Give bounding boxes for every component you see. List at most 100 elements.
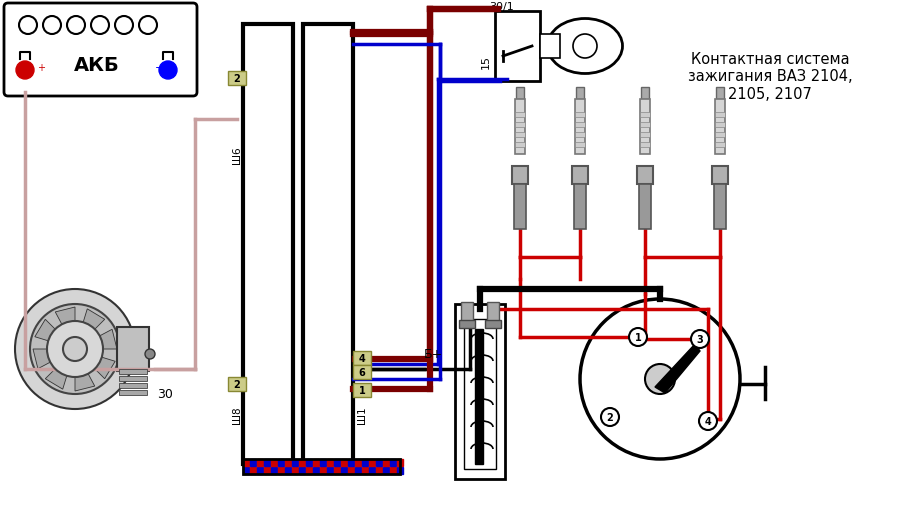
Bar [313, 467, 319, 474]
Polygon shape [35, 320, 65, 345]
Bar [639, 185, 651, 230]
Bar [512, 166, 528, 185]
Bar [327, 467, 333, 474]
Bar [475, 329, 483, 464]
Circle shape [91, 17, 109, 35]
Bar [515, 100, 525, 155]
Polygon shape [45, 359, 71, 389]
Bar [383, 467, 389, 474]
Bar [327, 459, 333, 466]
Bar [117, 327, 149, 371]
Bar [514, 185, 526, 230]
Bar [119, 390, 147, 395]
Polygon shape [55, 307, 75, 337]
Bar [390, 459, 396, 466]
Bar [362, 467, 368, 474]
FancyBboxPatch shape [4, 4, 197, 97]
Bar [461, 302, 473, 322]
Bar [243, 467, 249, 474]
Circle shape [67, 17, 85, 35]
Bar [640, 113, 650, 118]
Text: Ш8: Ш8 [232, 405, 242, 423]
Bar [306, 467, 312, 474]
Circle shape [699, 412, 717, 430]
Bar [285, 467, 291, 474]
Bar [640, 123, 650, 128]
Bar [637, 166, 653, 185]
Bar [575, 113, 585, 118]
Bar [271, 467, 277, 474]
Bar [575, 143, 585, 148]
Bar [640, 143, 650, 148]
Text: 30: 30 [158, 388, 173, 401]
Bar [353, 365, 371, 379]
Bar [495, 12, 540, 82]
Polygon shape [79, 309, 104, 340]
Bar [355, 459, 361, 466]
Bar [485, 320, 501, 328]
Circle shape [115, 17, 133, 35]
Text: АКБ: АКБ [74, 55, 120, 74]
Bar [515, 143, 525, 148]
Bar [716, 88, 724, 100]
Bar [516, 88, 524, 100]
Bar [540, 35, 560, 59]
Bar [640, 133, 650, 138]
Bar [278, 467, 284, 474]
Polygon shape [33, 349, 63, 369]
Polygon shape [75, 362, 94, 391]
Polygon shape [85, 353, 115, 379]
Bar [292, 459, 298, 466]
Polygon shape [655, 344, 700, 393]
Bar [383, 459, 389, 466]
Bar [369, 459, 375, 466]
Circle shape [43, 17, 61, 35]
Text: Ш6: Ш6 [232, 146, 242, 163]
Text: Б+: Б+ [423, 348, 443, 361]
Bar [243, 25, 293, 464]
Bar [271, 459, 277, 466]
Text: 30/1: 30/1 [490, 2, 515, 12]
Bar [341, 459, 347, 466]
Bar [369, 467, 375, 474]
Bar [303, 25, 353, 464]
Bar [515, 123, 525, 128]
Bar [278, 459, 284, 466]
Text: 2: 2 [234, 379, 240, 389]
Circle shape [601, 408, 619, 426]
Bar [641, 88, 649, 100]
Bar [119, 369, 147, 374]
Bar [257, 467, 263, 474]
Bar [574, 185, 586, 230]
Bar [299, 459, 305, 466]
Bar [228, 377, 246, 391]
Bar [320, 459, 326, 466]
Bar [250, 459, 256, 466]
Bar [243, 459, 249, 466]
Text: +: + [37, 63, 45, 73]
Bar [397, 467, 403, 474]
Bar [487, 302, 499, 322]
Bar [715, 133, 725, 138]
Bar [572, 166, 588, 185]
Bar [306, 459, 312, 466]
Circle shape [580, 299, 740, 459]
Bar [257, 459, 263, 466]
Bar [515, 113, 525, 118]
Circle shape [139, 17, 157, 35]
Text: 4: 4 [358, 353, 365, 363]
Bar [119, 376, 147, 381]
Polygon shape [87, 330, 117, 349]
Text: 1: 1 [634, 332, 642, 343]
Bar [353, 351, 371, 365]
Bar [575, 133, 585, 138]
Circle shape [691, 330, 709, 348]
Text: 2: 2 [234, 74, 240, 84]
Bar [376, 459, 382, 466]
Circle shape [19, 17, 37, 35]
Text: 4: 4 [705, 416, 711, 426]
Bar [576, 88, 584, 100]
Bar [712, 166, 728, 185]
Circle shape [47, 321, 103, 377]
Text: 2: 2 [607, 412, 614, 422]
